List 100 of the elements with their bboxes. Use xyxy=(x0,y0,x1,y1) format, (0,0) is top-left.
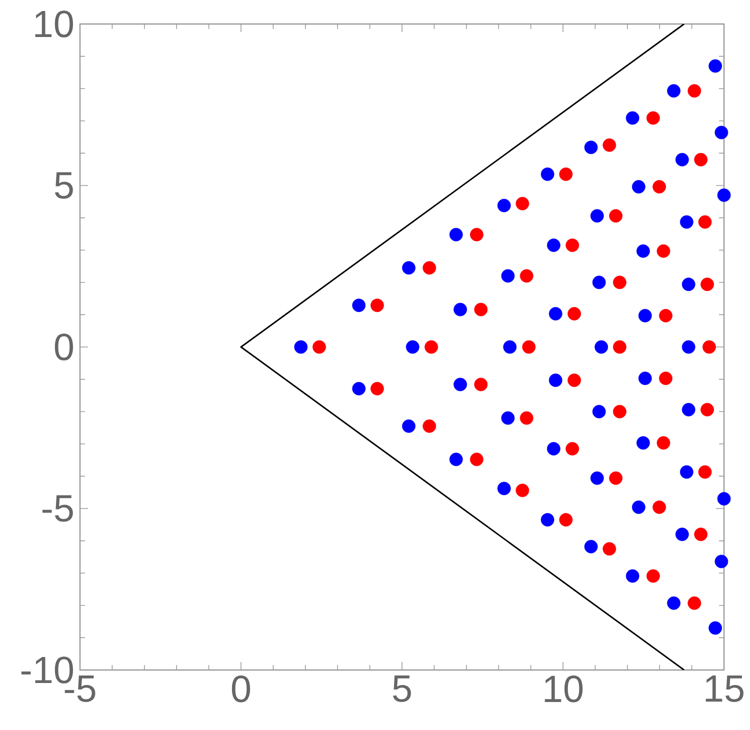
point xyxy=(352,382,366,396)
point xyxy=(682,278,696,292)
point xyxy=(592,276,606,290)
point xyxy=(667,596,680,610)
point xyxy=(422,419,436,433)
point xyxy=(659,308,672,322)
point xyxy=(474,378,488,392)
point xyxy=(406,340,420,354)
point xyxy=(470,228,484,242)
point xyxy=(714,126,728,140)
point xyxy=(294,340,308,354)
point xyxy=(501,411,515,425)
point xyxy=(659,372,672,386)
point xyxy=(546,442,560,456)
point xyxy=(675,528,689,542)
point xyxy=(474,302,488,316)
point xyxy=(612,276,626,290)
point xyxy=(717,492,731,506)
point xyxy=(501,269,515,283)
point xyxy=(609,471,623,485)
point xyxy=(568,307,581,320)
point xyxy=(698,465,712,479)
point xyxy=(540,167,554,181)
y-tick-label: 10 xyxy=(35,10,73,38)
point xyxy=(708,621,722,635)
y-tick-label: -5 xyxy=(42,495,73,522)
x-tick-label: 15 xyxy=(706,676,744,702)
point xyxy=(566,442,580,456)
point xyxy=(694,528,708,542)
point xyxy=(612,404,626,418)
point xyxy=(694,152,708,166)
point xyxy=(594,340,608,354)
point xyxy=(520,269,534,283)
point xyxy=(370,298,384,312)
point xyxy=(682,340,696,354)
point xyxy=(698,215,712,229)
point xyxy=(584,140,598,154)
point xyxy=(638,372,652,386)
point xyxy=(667,84,680,98)
point xyxy=(424,340,438,354)
point xyxy=(566,238,580,252)
point xyxy=(646,569,660,583)
point xyxy=(700,402,714,416)
point xyxy=(717,188,731,202)
point xyxy=(708,59,722,73)
point xyxy=(370,382,384,396)
point xyxy=(503,340,517,354)
point xyxy=(714,554,728,568)
point xyxy=(497,482,511,496)
y-tick-label: 0 xyxy=(54,334,74,360)
x-tick-label: 10 xyxy=(544,676,583,702)
point xyxy=(454,302,467,316)
point xyxy=(540,513,554,527)
point xyxy=(592,404,606,418)
point xyxy=(470,452,484,466)
point xyxy=(652,180,666,194)
x-tick-label: 5 xyxy=(392,676,411,702)
point xyxy=(638,308,652,322)
y-tick-label: 5 xyxy=(54,172,73,199)
point xyxy=(632,500,646,514)
point xyxy=(449,452,463,466)
point xyxy=(546,238,560,252)
point xyxy=(636,244,650,258)
point xyxy=(682,402,696,416)
point xyxy=(497,198,511,212)
point xyxy=(612,340,626,354)
point xyxy=(680,465,694,479)
point xyxy=(422,261,436,275)
point xyxy=(626,569,640,583)
point xyxy=(609,209,623,223)
point xyxy=(402,261,416,275)
point xyxy=(646,111,660,125)
point xyxy=(590,471,604,485)
point xyxy=(688,84,702,98)
point xyxy=(652,500,666,514)
point xyxy=(680,215,694,229)
point xyxy=(454,378,467,392)
point xyxy=(632,180,646,194)
point xyxy=(584,540,598,554)
point xyxy=(568,374,581,387)
point xyxy=(656,244,670,258)
point xyxy=(449,228,463,242)
point xyxy=(602,138,616,152)
point xyxy=(312,340,326,354)
point xyxy=(700,278,714,292)
point xyxy=(516,484,530,498)
point xyxy=(559,167,573,181)
point xyxy=(590,209,604,223)
point xyxy=(656,436,670,450)
point xyxy=(559,513,573,527)
point xyxy=(402,419,416,433)
point xyxy=(548,374,562,387)
point xyxy=(602,542,616,556)
point xyxy=(636,436,650,450)
x-tick-label: 0 xyxy=(232,676,250,702)
point xyxy=(522,340,536,354)
point xyxy=(520,411,534,425)
point xyxy=(516,196,530,210)
point xyxy=(626,111,640,125)
point xyxy=(675,152,689,166)
